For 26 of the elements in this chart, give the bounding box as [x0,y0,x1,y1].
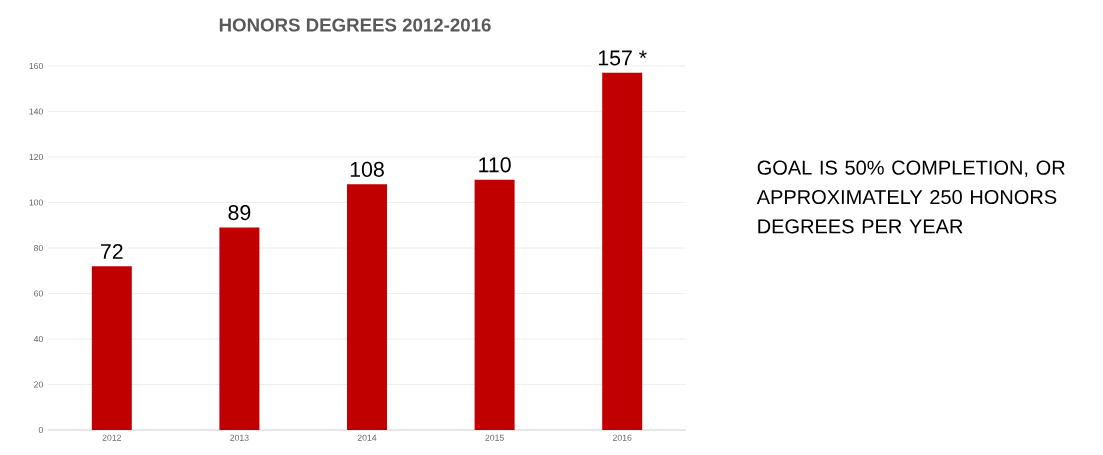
chart-title: HONORS DEGREES 2012-2016 [219,18,491,32]
y-tick-label: 120 [29,153,43,161]
data-label: 89 [228,205,251,221]
bar [219,227,260,430]
bar [602,72,643,430]
y-tick-label: 40 [33,335,43,343]
data-label: 108 [350,161,384,177]
x-tick-label: 2013 [230,434,249,441]
y-tick-label: 60 [34,290,43,297]
y-tick-label: 140 [29,108,43,115]
bar [91,266,132,430]
text: GOAL IS 50% COMPLETION, OR APPROXIMATELY 250 HONORS DEGREES PER YEAR [756,160,1065,234]
data-label: 110 [479,157,511,173]
data-label: 72 [101,243,123,259]
x-tick-label: 2015 [485,434,504,441]
bar [347,184,387,430]
data-label: 157 * [598,50,647,66]
y-tick-label: 80 [34,244,43,252]
y-tick-label: 100 [29,199,43,206]
x-tick-label: 2016 [613,434,632,441]
x-tick-label: 2014 [357,434,377,441]
bar [474,179,515,430]
y-tick-label: 20 [34,381,43,388]
x-tick-label: 2012 [102,434,121,441]
y-tick-label: 160 [29,62,43,70]
y-tick-label: 0 [38,426,43,434]
